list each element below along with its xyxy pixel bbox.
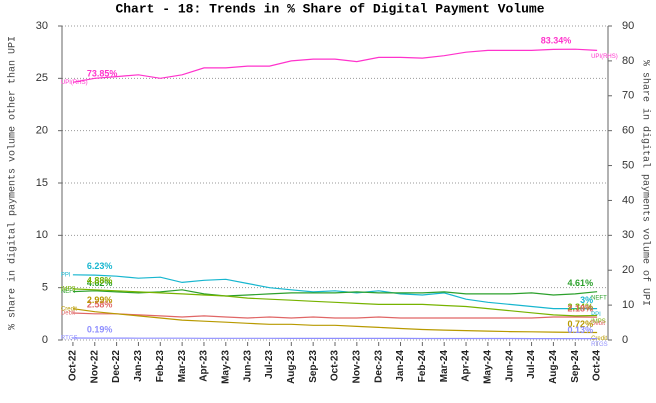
x-tick-label: Sep-24 (570, 350, 581, 383)
series-name: Credit (61, 306, 77, 312)
x-tick-label: Jul-23 (264, 350, 275, 379)
y2-tick-label: 50 (622, 159, 634, 171)
series-name: RTGS (591, 342, 608, 348)
x-tick-label: May-23 (220, 350, 231, 384)
data-label: 0.19% (87, 324, 113, 334)
y-tick-label: 20 (36, 125, 48, 137)
y2-tick-label: 70 (622, 90, 634, 102)
data-label: 6.23% (87, 261, 113, 271)
series-name: NEFT (61, 289, 77, 295)
data-label: 2.99% (87, 295, 113, 305)
x-tick-label: Dec-22 (111, 350, 122, 383)
data-label: 2.18% (568, 304, 594, 314)
x-tick-label: Dec-23 (373, 350, 384, 383)
series-line (72, 48, 598, 83)
series-name: Debit (61, 311, 75, 317)
x-tick-label: Apr-23 (199, 350, 210, 382)
x-tick-label: Aug-23 (286, 350, 297, 384)
y-tick-label: 0 (42, 334, 48, 346)
series-name: IMPS (61, 287, 76, 293)
series-line (72, 312, 598, 319)
series-line (72, 289, 598, 297)
x-tick-label: Oct-24 (592, 350, 603, 382)
y2-axis-label: % share in digital payments volume of UP… (639, 60, 651, 306)
x-tick-label: May-24 (483, 350, 494, 384)
series-name: RTGS (61, 336, 78, 342)
y2-tick-label: 0 (622, 334, 628, 346)
series-line (72, 274, 598, 310)
y-tick-label: 5 (42, 282, 48, 294)
y-tick-label: 15 (36, 177, 48, 189)
y2-tick-label: 10 (622, 299, 634, 311)
x-tick-label: Feb-24 (417, 350, 428, 383)
series-line (72, 288, 598, 317)
series-name: IMPS (591, 319, 606, 325)
x-tick-label: Aug-24 (548, 350, 559, 384)
data-label: 2.34% (568, 302, 594, 312)
chart-title: Chart - 18: Trends in % Share of Digital… (115, 1, 544, 16)
series-name: UPI(RHS) (61, 80, 88, 86)
data-label: 0.13% (568, 325, 594, 335)
x-tick-label: Jan-23 (133, 350, 144, 382)
y2-tick-label: 20 (622, 264, 634, 276)
y2-tick-label: 30 (622, 229, 634, 241)
series-line (72, 337, 598, 340)
series-name: Credit (591, 336, 607, 342)
data-label: 4.88% (87, 275, 113, 285)
x-tick-label: Nov-22 (89, 350, 100, 384)
series-name: Debit (591, 321, 605, 327)
data-label: 83.34% (541, 36, 572, 46)
data-label: 3% (580, 295, 593, 305)
series-line (72, 308, 598, 334)
series-name: NEFT (591, 295, 607, 301)
series-name: PPI (61, 272, 71, 278)
x-tick-label: Jan-24 (395, 350, 406, 382)
series-name: UPI(RHS) (591, 54, 618, 60)
data-label: 4.62% (87, 278, 113, 288)
y-tick-label: 25 (36, 72, 48, 84)
x-tick-label: Feb-23 (155, 350, 166, 383)
y2-tick-label: 40 (622, 194, 634, 206)
x-tick-label: Oct-22 (68, 350, 79, 382)
y-tick-label: 30 (36, 20, 48, 32)
x-tick-label: Mar-24 (439, 350, 450, 383)
y2-tick-label: 60 (622, 125, 634, 137)
x-tick-label: Nov-23 (351, 350, 362, 384)
y-tick-label: 10 (36, 229, 48, 241)
x-tick-label: Oct-23 (330, 350, 341, 382)
y2-tick-label: 90 (622, 20, 634, 32)
y-axis-label: % share in digital payments volume other… (7, 36, 19, 330)
x-tick-label: Mar-23 (177, 350, 188, 383)
x-tick-label: Jul-24 (526, 350, 537, 379)
y2-tick-label: 80 (622, 55, 634, 67)
data-label: 4.61% (568, 278, 594, 288)
x-tick-label: Jun-24 (504, 350, 515, 383)
data-label: 73.85% (87, 69, 118, 79)
data-label: 2.58% (87, 299, 113, 309)
data-label: 0.72% (568, 319, 594, 329)
x-tick-label: Jun-23 (242, 350, 253, 383)
x-tick-label: Apr-24 (461, 350, 472, 382)
x-tick-label: Sep-23 (308, 350, 319, 383)
